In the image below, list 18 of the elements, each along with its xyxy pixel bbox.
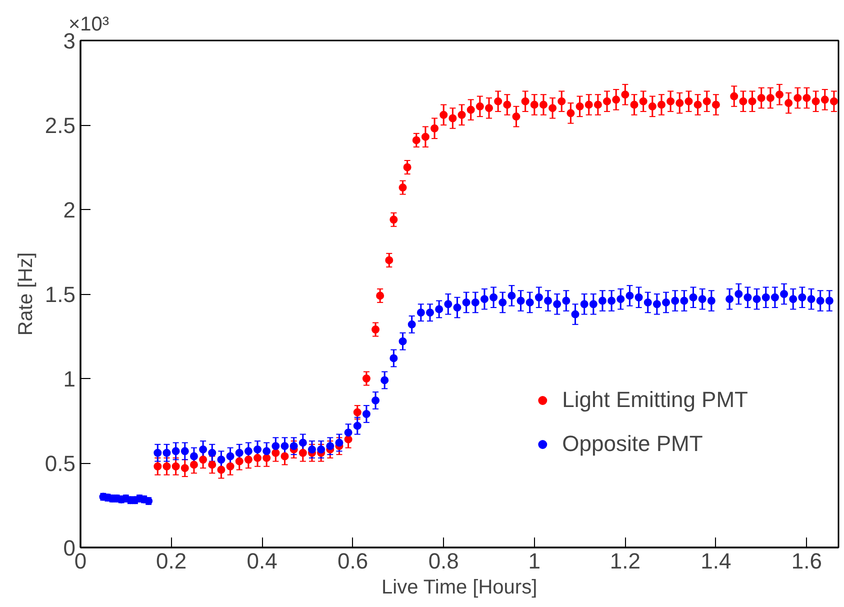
y-axis-title: Rate [Hz] [14, 252, 37, 336]
y-tick-label: 0.5 [44, 451, 76, 476]
x-tick-label: 0.2 [156, 548, 187, 574]
x-tick-label: 0.6 [338, 548, 368, 574]
x-tick-label: 1.4 [700, 548, 732, 574]
y-tick-label: 2.5 [44, 113, 76, 138]
x-axis-title: Live Time [Hours] [382, 576, 538, 598]
y-tick-label: 1 [63, 366, 76, 392]
legend-label: Opposite PMT [562, 431, 703, 457]
y-tick-label: 1.5 [44, 282, 76, 307]
x-tick-label: 1.6 [791, 548, 822, 574]
legend-label: Light Emitting PMT [562, 387, 748, 413]
y-tick-label: 3 [63, 28, 76, 54]
x-tick-label: 1.2 [610, 548, 640, 574]
x-tick-label: 1 [528, 548, 541, 574]
x-tick-label: 0.8 [428, 548, 459, 574]
x-tick-label: 0.4 [246, 548, 278, 574]
y-tick-label: 2 [63, 198, 76, 222]
